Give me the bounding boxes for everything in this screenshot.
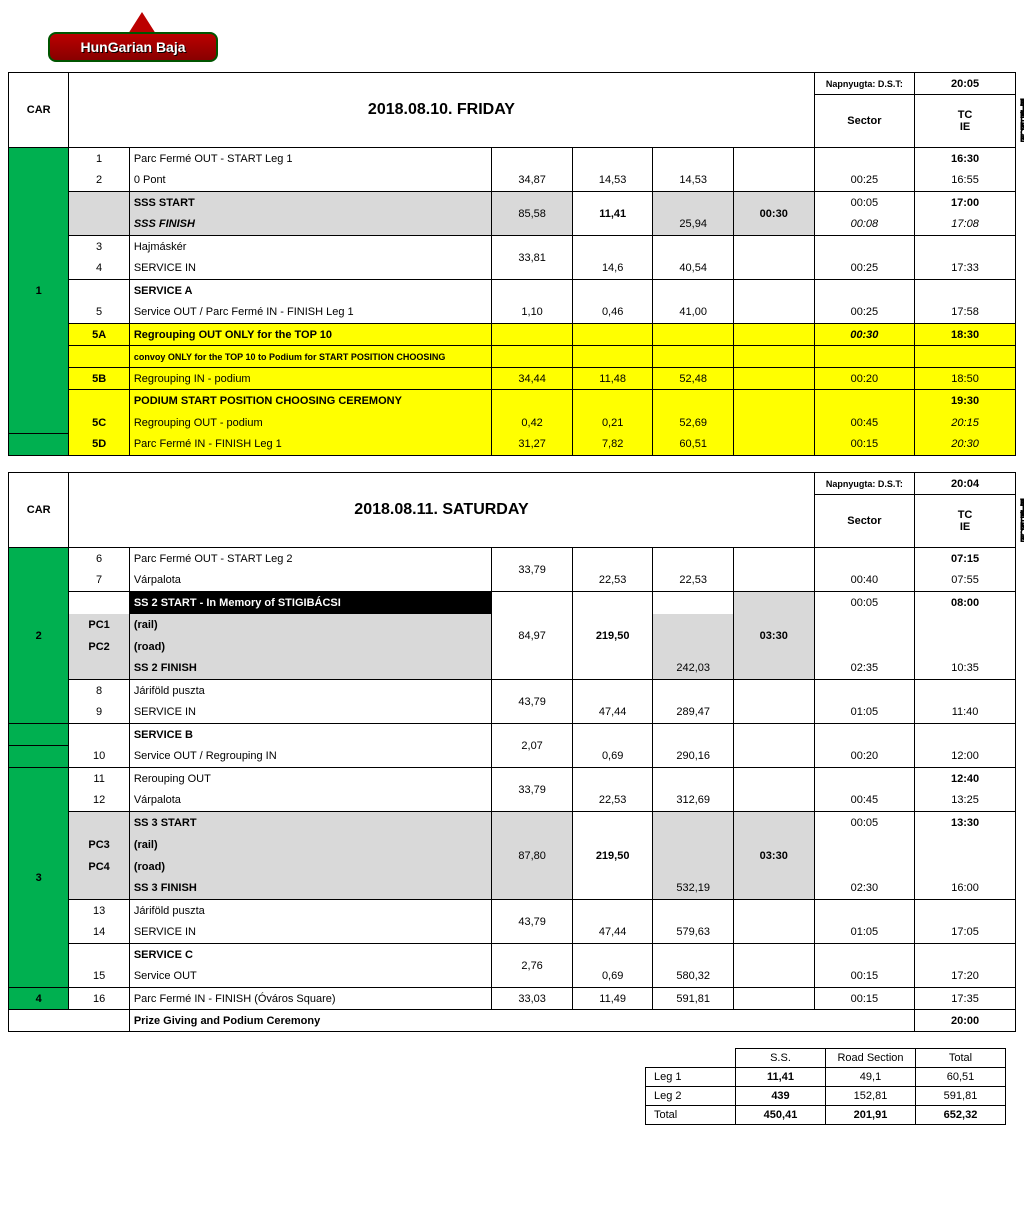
sector-cell: 4 <box>9 988 69 1010</box>
schedule-row: SERVICE A <box>9 280 1016 302</box>
sunset-time: 20:05 <box>915 73 1016 95</box>
sunset-label: Napnyugta: D.S.T: <box>814 73 915 95</box>
schedule-row: 5DParc Fermé IN - FINISH Leg 131,277,826… <box>9 434 1016 456</box>
schedule-row: 3Hajmáskér33,81 <box>9 236 1016 258</box>
summary-row: Leg 2439152,81591,81 <box>646 1087 1006 1106</box>
schedule-row: PODIUM START POSITION CHOOSING CEREMONY1… <box>9 390 1016 412</box>
sunset-label: Napnyugta: D.S.T: <box>814 473 915 495</box>
schedule-row: SSS START85,5811,4100:3000:0517:00 <box>9 192 1016 214</box>
sector-cell <box>9 724 69 746</box>
schedule-row: SERVICE C2,76 <box>9 944 1016 966</box>
schedule-row: SS 3 START87,80219,5003:3000:0513:30 <box>9 812 1016 834</box>
schedule-row: 8Járiföld puszta43,79 <box>9 680 1016 702</box>
schedule-row: 5Service OUT / Parc Fermé IN - FINISH Le… <box>9 302 1016 324</box>
schedule-row: Prize Giving and Podium Ceremony20:00 <box>9 1010 1016 1032</box>
schedule-table: CAR2018.08.11. SATURDAYNapnyugta: D.S.T:… <box>8 472 1016 1032</box>
schedule-table: CAR2018.08.10. FRIDAYNapnyugta: D.S.T:20… <box>8 72 1016 456</box>
schedule-row: 13Járiföld puszta43,79 <box>9 900 1016 922</box>
sector-cell <box>9 434 69 456</box>
schedule-row: 416Parc Fermé IN - FINISH (Óváros Square… <box>9 988 1016 1010</box>
sector-cell: 3 <box>9 768 69 988</box>
logo: HunGarian Baja <box>48 12 228 62</box>
summary-row: Leg 111,4149,160,51 <box>646 1068 1006 1087</box>
sector-cell: 1 <box>9 148 69 434</box>
schedule-row: 5ARegrouping OUT ONLY for the TOP 1000:3… <box>9 324 1016 346</box>
schedule-row: 5BRegrouping IN - podium34,4411,4852,480… <box>9 368 1016 390</box>
sector-cell: 2 <box>9 548 69 724</box>
schedule-row: 311Rerouping OUT33,7912:40 <box>9 768 1016 790</box>
schedule-row: SS 2 START - In Memory of STIGIBÁCSI84,9… <box>9 592 1016 614</box>
date-title: 2018.08.10. FRIDAY <box>69 73 814 148</box>
summary-table: S.S.Road SectionTotal Leg 111,4149,160,5… <box>645 1048 1006 1125</box>
schedule-row: 5CRegrouping OUT - podium0,420,2152,6900… <box>9 412 1016 434</box>
sunset-time: 20:04 <box>915 473 1016 495</box>
summary-row: Total450,41201,91652,32 <box>646 1106 1006 1125</box>
logo-text: HunGarian Baja <box>48 32 218 62</box>
schedule-row: 26Parc Fermé OUT - START Leg 233,7907:15 <box>9 548 1016 570</box>
car-header: CAR <box>9 473 69 548</box>
date-title: 2018.08.11. SATURDAY <box>69 473 814 548</box>
schedule-row: 11Parc Fermé OUT - START Leg 116:30 <box>9 148 1016 170</box>
car-header: CAR <box>9 73 69 148</box>
schedule-row: 20 Pont34,8714,5314,5300:2516:55 <box>9 170 1016 192</box>
sector-cell <box>9 746 69 768</box>
schedule-row: convoy ONLY for the TOP 10 to Podium for… <box>9 346 1016 368</box>
schedule-row: SERVICE B2,07 <box>9 724 1016 746</box>
